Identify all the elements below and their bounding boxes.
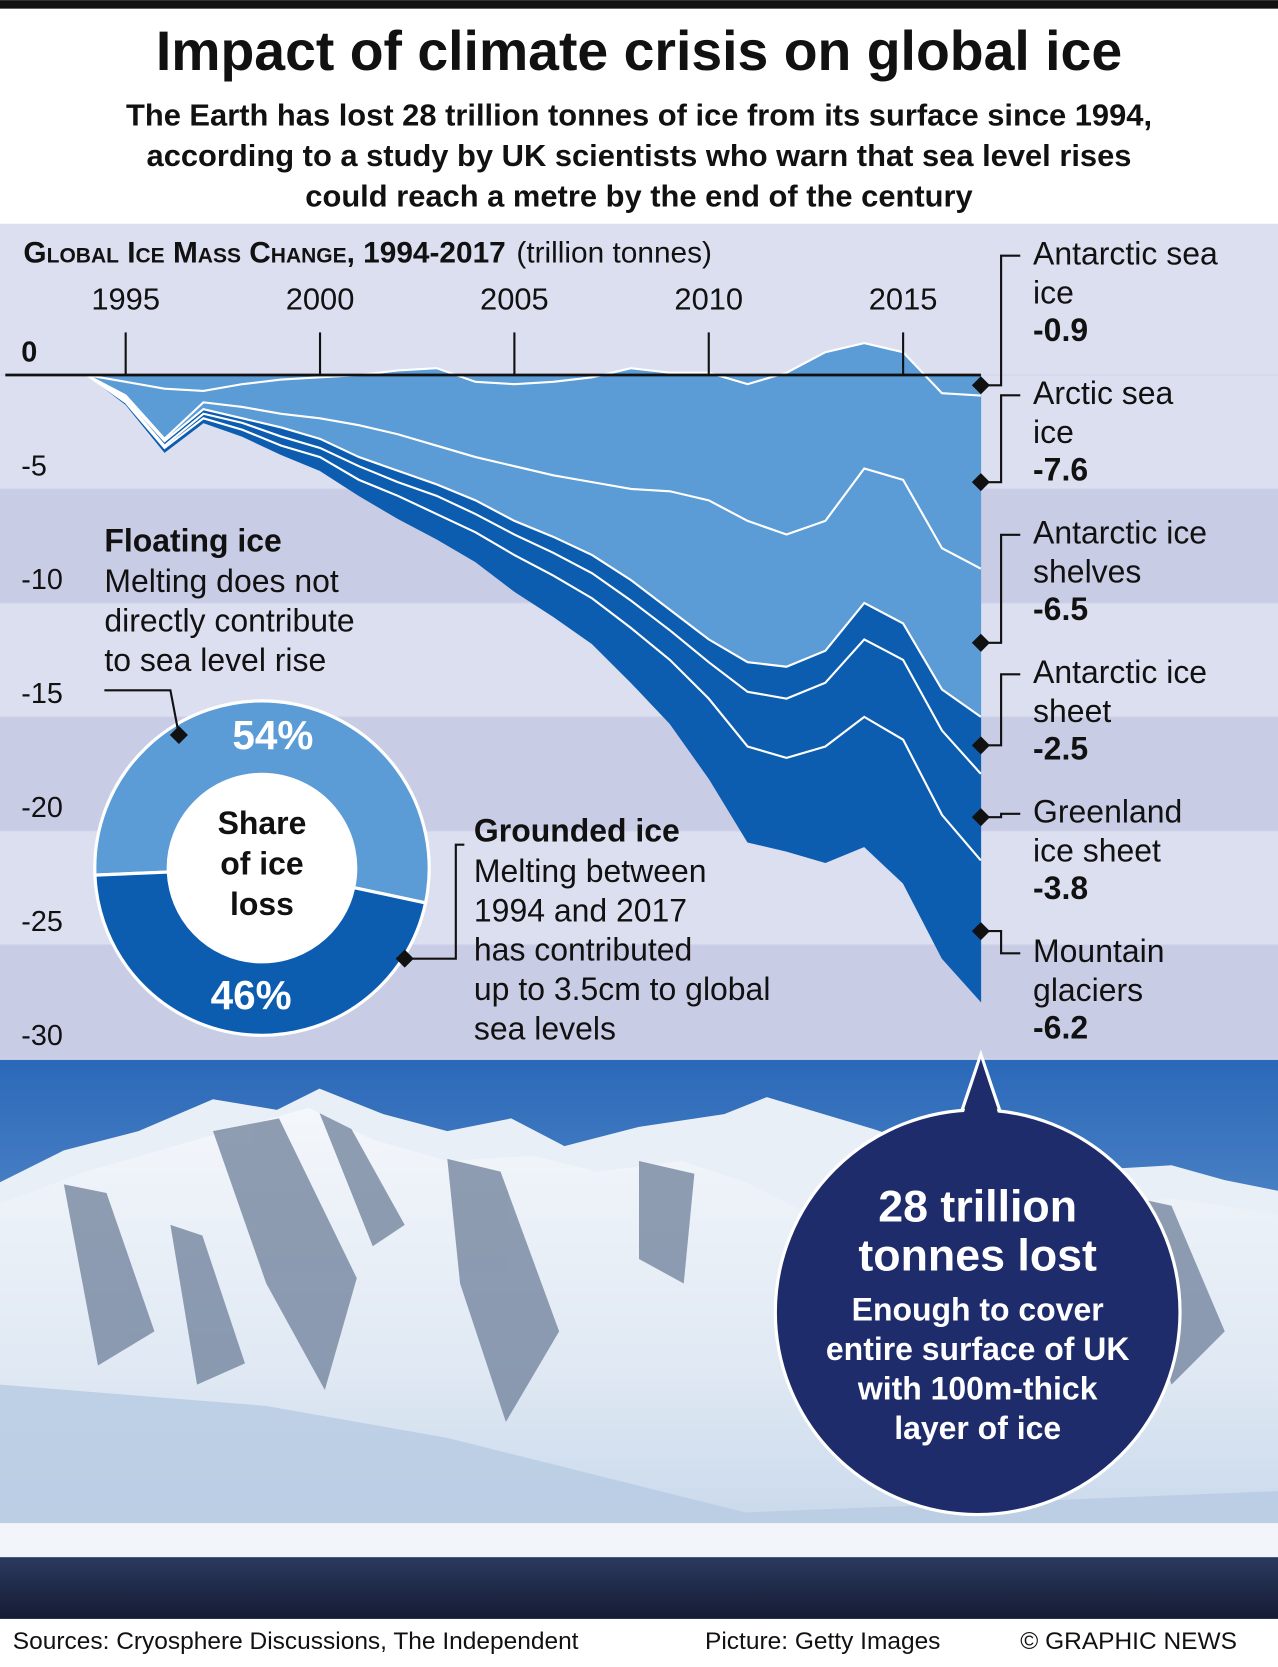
subtitle-line: The Earth has lost 28 trillion tonnes of…	[126, 97, 1152, 132]
label-connector	[980, 533, 1021, 644]
y-tick-label: 0	[21, 336, 37, 368]
series-value: -7.6	[1033, 451, 1088, 487]
series-name-box: Mountain glaciers	[1033, 934, 1165, 1009]
series-name: Antarctic ice shelves	[1033, 515, 1208, 591]
callout-headline: 28 trillion tonnes lost	[858, 1182, 1097, 1281]
label-connector	[980, 254, 1021, 387]
label-connector	[980, 812, 1021, 819]
series-name-box: Antarctic ice sheet	[1033, 655, 1208, 730]
x-tick-label: 2015	[869, 282, 938, 317]
x-tick-label: 1995	[91, 282, 160, 317]
x-tick-label: 2010	[674, 282, 743, 317]
x-tick-label: 2000	[286, 282, 355, 317]
category-description: Melting between	[474, 853, 707, 889]
callout-text: layer of ice	[894, 1410, 1061, 1446]
callout-headline-box: 28 trillion tonnes lost	[858, 1182, 1097, 1281]
label-diamond	[971, 808, 990, 827]
top-bar	[0, 0, 1278, 9]
donut-hole	[169, 775, 355, 961]
callout-text: Enough to cover	[852, 1292, 1104, 1328]
donut-slice	[93, 870, 428, 1037]
donut-value-label: 54%	[232, 712, 313, 758]
subtitle-line: could reach a metre by the end of the ce…	[305, 178, 972, 213]
band-edge	[86, 374, 982, 862]
series-value: -6.2	[1033, 1009, 1088, 1045]
series-name: Antarctic sea ice	[1033, 236, 1218, 312]
y-tick-label: -20	[21, 792, 63, 824]
series-name-box: Arctic sea ice	[1033, 376, 1174, 451]
y-tick-label: -30	[21, 1020, 63, 1052]
footer-picture: Picture: Getty Images	[705, 1628, 940, 1655]
callout-pointer-fill	[955, 1058, 1007, 1140]
series-name: Greenland ice sheet	[1033, 794, 1183, 870]
footer-sources: Sources: Cryosphere Discussions, The Ind…	[13, 1628, 579, 1655]
category-description: Melting does not	[104, 563, 338, 599]
category-description: sea levels	[474, 1010, 616, 1046]
category-description: has contributed	[474, 932, 692, 968]
band-edge	[86, 342, 981, 397]
category-heading: Floating ice	[104, 523, 281, 559]
band-edge	[86, 374, 982, 775]
x-tick-label: 2005	[480, 282, 549, 317]
chart-unit: (trillion tonnes)	[516, 237, 712, 270]
series-name: Mountain glaciers	[1033, 934, 1165, 1009]
callout-text: with 100m-thick	[857, 1370, 1098, 1406]
category-heading: Grounded ice	[474, 812, 680, 848]
footer-background	[0, 1618, 1278, 1667]
category-description: to sea level rise	[104, 642, 326, 678]
series-value: -2.5	[1033, 730, 1088, 766]
series-name-box: Greenland ice sheet	[1033, 794, 1183, 870]
donut-title: Share of ice loss	[217, 806, 307, 923]
series-value: -3.8	[1033, 870, 1088, 906]
series-value: -6.5	[1033, 591, 1088, 627]
category-description: up to 3.5cm to global	[474, 971, 771, 1007]
donut-slice	[93, 699, 431, 905]
ice-shelf	[0, 1523, 1278, 1560]
series-value: -0.9	[1033, 312, 1088, 348]
donut-title-box: Share of ice loss	[217, 806, 307, 923]
donut-value-label: 46%	[211, 972, 292, 1018]
band-edge	[86, 374, 982, 570]
y-tick-label: -5	[21, 450, 47, 482]
callout-text: entire surface of UK	[826, 1331, 1129, 1367]
annotation-connector	[104, 689, 180, 736]
label-connector	[980, 673, 1021, 747]
y-tick-label: -15	[21, 678, 63, 710]
chart-title: Global Ice Mass Change, 1994-2017 (trilli…	[23, 237, 712, 270]
footer-credit: © GRAPHIC NEWS	[1020, 1628, 1237, 1655]
series-name: Arctic sea ice	[1033, 376, 1174, 451]
category-description: 1994 and 2017	[474, 892, 687, 928]
shadow-slopes	[0, 1384, 1278, 1534]
chart-title-main: Global Ice Mass Change, 1994-2017	[23, 237, 505, 270]
title: Impact of climate crisis on global ice	[156, 20, 1122, 82]
series-name-box: Antarctic sea ice	[1033, 236, 1218, 312]
y-tick-label: -25	[21, 906, 63, 938]
label-connector	[980, 394, 1021, 484]
category-description: directly contribute	[104, 603, 354, 639]
label-connector	[980, 930, 1021, 955]
series-name-box: Antarctic ice shelves	[1033, 515, 1208, 591]
band-edge	[86, 374, 982, 718]
series-name: Antarctic ice sheet	[1033, 655, 1208, 730]
annotation-connector	[404, 843, 465, 960]
sea	[0, 1557, 1278, 1619]
y-tick-label: -10	[21, 564, 63, 596]
label-diamond	[971, 736, 990, 755]
subtitle-line: according to a study by UK scientists wh…	[147, 138, 1132, 173]
